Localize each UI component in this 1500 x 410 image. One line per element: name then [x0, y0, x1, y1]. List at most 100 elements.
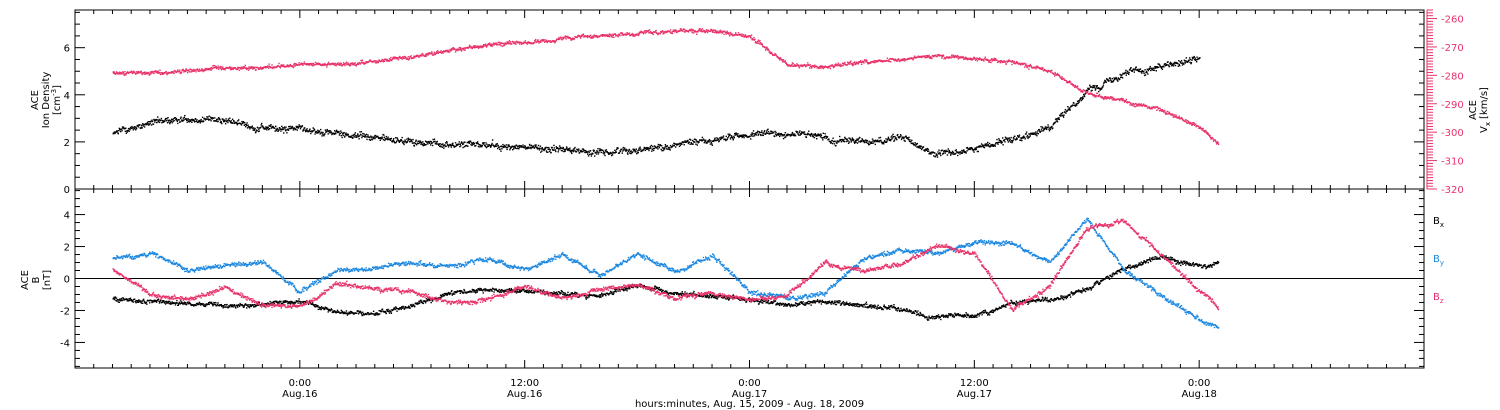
- data-point: [883, 140, 886, 142]
- data-point: [942, 152, 944, 155]
- data-point: [476, 45, 479, 47]
- data-point: [806, 133, 808, 136]
- data-point: [448, 51, 451, 53]
- data-point: [431, 142, 433, 144]
- data-point: [274, 130, 276, 132]
- data-point: [1169, 63, 1171, 65]
- data-point: [915, 143, 917, 145]
- data-point: [1040, 68, 1043, 71]
- data-point: [639, 146, 641, 148]
- data-point: [859, 136, 861, 139]
- data-point: [129, 126, 132, 129]
- data-point: [856, 138, 858, 140]
- data-point: [832, 66, 835, 69]
- data-point: [462, 47, 465, 50]
- data-point: [1103, 82, 1105, 84]
- data-point: [118, 72, 120, 74]
- data-point: [703, 138, 705, 141]
- data-point: [598, 151, 600, 154]
- data-point: [683, 30, 685, 33]
- data-point: [679, 28, 682, 30]
- data-point: [355, 64, 357, 66]
- data-point: [286, 132, 288, 134]
- data-point: [371, 139, 373, 141]
- data-point: [883, 143, 885, 145]
- data-point: [840, 139, 842, 141]
- data-point: [864, 60, 867, 62]
- data-point: [1127, 72, 1129, 74]
- data-point: [1076, 104, 1078, 106]
- data-point: [595, 151, 597, 153]
- data-point: [409, 140, 412, 143]
- data-point: [161, 122, 163, 124]
- data-point: [1048, 128, 1050, 130]
- data-point: [327, 133, 329, 135]
- data-point: [930, 56, 933, 59]
- data-point: [1071, 83, 1073, 85]
- data-point: [952, 153, 954, 155]
- data-point: [691, 139, 694, 142]
- data-point: [528, 147, 530, 149]
- data-point: [361, 135, 364, 137]
- data-point: [366, 136, 369, 138]
- data-point: [919, 56, 921, 58]
- data-point: [811, 133, 813, 136]
- data-point: [766, 48, 769, 50]
- data-point: [160, 117, 163, 120]
- data-point: [681, 143, 683, 145]
- data-point: [262, 126, 265, 128]
- data-point: [969, 58, 971, 60]
- data-point: [1006, 60, 1008, 62]
- data-point: [489, 145, 491, 147]
- data-point: [1041, 130, 1043, 132]
- data-point: [855, 62, 857, 64]
- data-point: [132, 72, 134, 74]
- data-point: [350, 136, 353, 138]
- data-point: [869, 62, 872, 64]
- data-point: [421, 143, 423, 146]
- data-point: [121, 73, 123, 75]
- data-point: [354, 136, 356, 138]
- data-point: [675, 146, 677, 148]
- data-point: [1063, 114, 1065, 116]
- data-point: [540, 148, 542, 150]
- data-point: [737, 34, 739, 36]
- data-point: [439, 51, 442, 54]
- data-point: [1095, 96, 1097, 98]
- data-point: [586, 35, 588, 38]
- data-point: [1130, 102, 1132, 105]
- data-point: [365, 133, 368, 136]
- data-point: [296, 126, 298, 129]
- data-point: [449, 48, 451, 51]
- data-point: [1185, 57, 1187, 59]
- data-point: [213, 64, 215, 67]
- data-point: [527, 41, 529, 43]
- data-point: [820, 134, 823, 137]
- data-point: [461, 143, 464, 146]
- data-point: [926, 149, 928, 151]
- data-point: [236, 122, 238, 125]
- data-point: [415, 54, 417, 57]
- data-point: [1179, 65, 1181, 67]
- data-point: [673, 29, 675, 32]
- data-point: [1103, 81, 1105, 83]
- data-point: [322, 131, 324, 134]
- data-point: [954, 55, 957, 57]
- data-point: [573, 38, 576, 40]
- data-point: [742, 34, 745, 36]
- data-point: [541, 150, 543, 152]
- data-point: [165, 117, 167, 120]
- data-point: [572, 150, 574, 153]
- data-point: [1101, 87, 1103, 89]
- data-point: [1092, 84, 1094, 87]
- data-point: [304, 129, 306, 132]
- data-point: [1056, 74, 1058, 76]
- data-point: [125, 127, 127, 129]
- data-point: [845, 140, 847, 143]
- data-point: [716, 137, 718, 139]
- data-point: [1098, 93, 1101, 96]
- data-point: [1025, 131, 1028, 133]
- data-point: [898, 58, 900, 60]
- data-point: [852, 64, 854, 67]
